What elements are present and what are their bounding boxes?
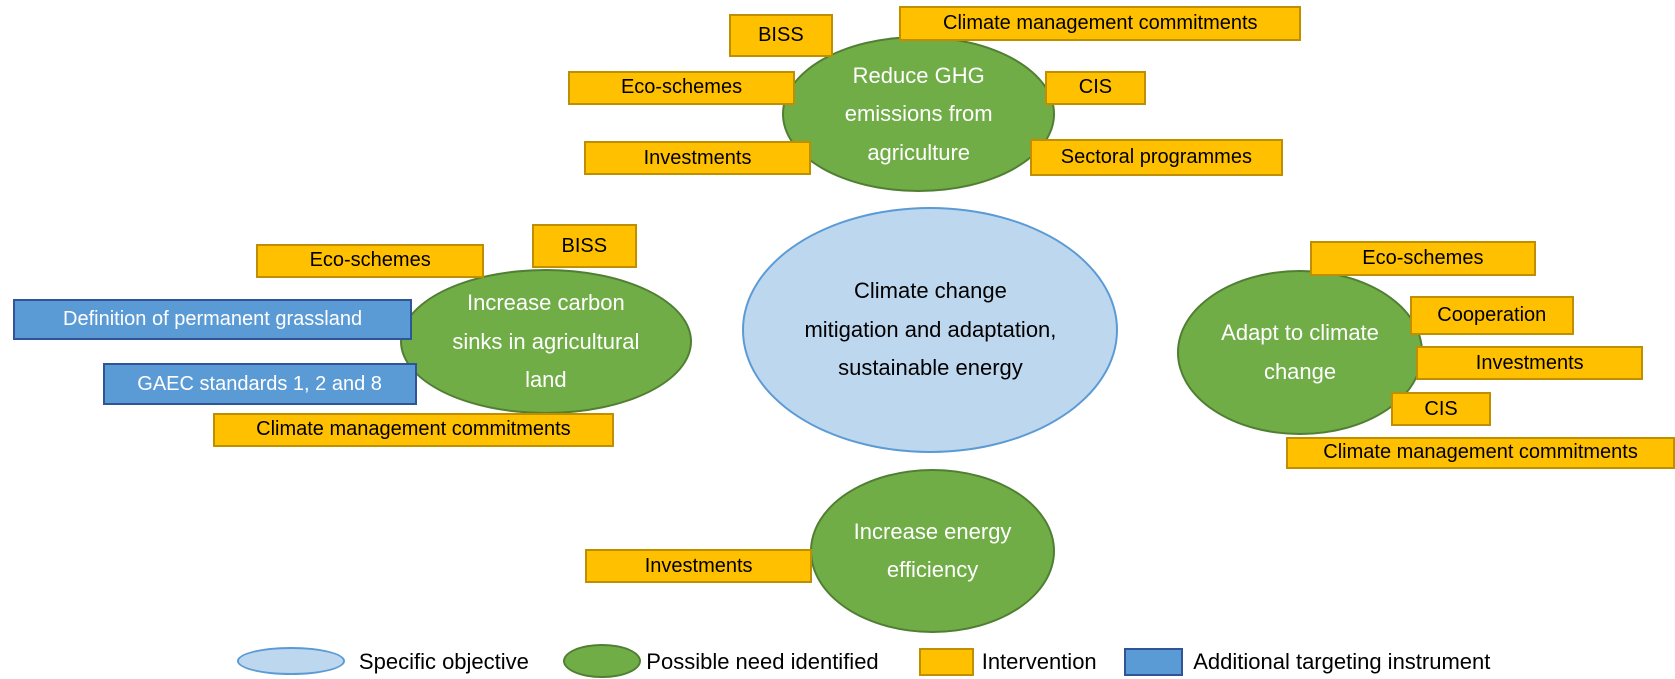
need-ellipse: Adapt to climate change	[1177, 270, 1423, 435]
legend-label: Additional targeting instrument	[1193, 649, 1491, 675]
intervention: Cooperation	[1410, 295, 1574, 336]
intervention: Investments	[585, 549, 812, 584]
intervention: Climate management commitments	[1286, 436, 1675, 469]
intervention: Climate management commitments	[212, 413, 615, 447]
intervention: Investments	[584, 141, 811, 176]
intervention: Eco-schemes	[1309, 241, 1537, 276]
targeting-instrument: GAEC standards 1, 2 and 8	[102, 363, 417, 405]
intervention: Eco-schemes	[256, 243, 484, 278]
legend-swatch	[237, 647, 346, 676]
legend-swatch	[562, 644, 641, 679]
intervention: Eco-schemes	[568, 70, 795, 105]
targeting-instrument: Definition of permanent grassland	[12, 299, 413, 340]
need-ellipse: Increase energy efficiency	[809, 468, 1056, 634]
specific-objective: Climate change mitigation and adaptation…	[742, 207, 1119, 453]
intervention: Investments	[1416, 346, 1643, 381]
legend-label: Intervention	[981, 649, 1097, 675]
intervention: BISS	[531, 224, 637, 269]
intervention: Sectoral programmes	[1029, 138, 1283, 177]
legend-label: Possible need identified	[646, 649, 879, 675]
legend-label: Specific objective	[358, 649, 529, 675]
intervention: Climate management commitments	[899, 6, 1302, 41]
intervention: CIS	[1044, 70, 1147, 105]
need-ellipse: Increase carbon sinks in agricultural la…	[399, 269, 693, 415]
intervention: CIS	[1390, 392, 1492, 427]
intervention: BISS	[728, 13, 834, 57]
legend-swatch	[1123, 648, 1183, 677]
need-ellipse: Reduce GHG emissions from agriculture	[781, 36, 1056, 193]
legend-swatch	[918, 648, 975, 677]
